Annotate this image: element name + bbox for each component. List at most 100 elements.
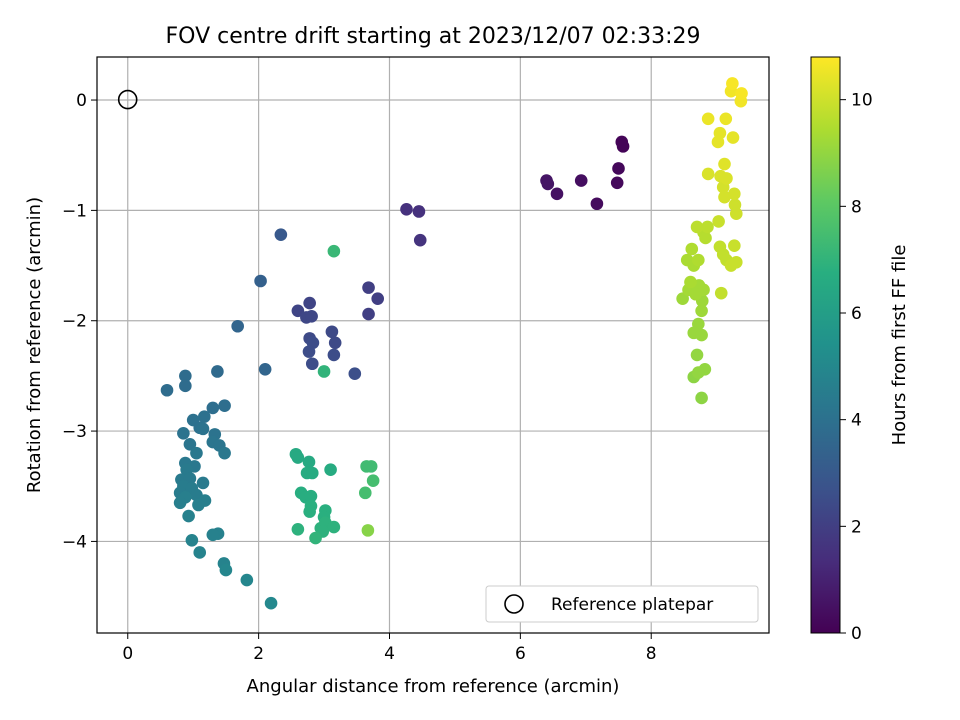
data-point: [685, 242, 699, 256]
data-point: [695, 391, 708, 405]
data-point: [309, 531, 322, 545]
data-point: [196, 476, 210, 490]
colorbar-tick-label: 0: [851, 624, 862, 644]
data-point: [258, 362, 272, 376]
data-point: [317, 365, 331, 378]
data-point: [699, 231, 712, 245]
data-point: [324, 463, 337, 476]
data-point: [302, 345, 316, 358]
data-point: [190, 446, 203, 460]
data-point: [198, 410, 211, 424]
x-tick-label: 4: [384, 644, 395, 664]
data-point: [726, 77, 739, 90]
data-point: [701, 112, 715, 126]
data-point: [218, 446, 231, 460]
data-point: [231, 319, 244, 333]
data-point: [726, 131, 740, 144]
colorbar-tick-label: 6: [851, 304, 862, 324]
colorbar-label: Hours from first FF file: [889, 245, 910, 446]
data-point: [728, 187, 741, 201]
data-point: [179, 369, 192, 383]
data-point: [304, 489, 318, 503]
data-point: [303, 296, 316, 310]
legend-label-reference: Reference platepar: [551, 595, 713, 615]
colorbar: [810, 56, 841, 634]
data-point: [616, 140, 630, 153]
data-point: [327, 348, 341, 362]
data-point: [303, 505, 316, 518]
data-point: [362, 307, 375, 321]
data-point: [185, 534, 199, 547]
y-tick-label: 0: [76, 91, 87, 111]
data-point: [264, 596, 278, 610]
data-point: [689, 287, 703, 301]
data-point: [729, 207, 743, 220]
data-point: [364, 460, 378, 473]
data-point: [240, 573, 254, 587]
data-point: [177, 426, 190, 440]
data-point: [735, 87, 748, 100]
data-point: [701, 220, 714, 234]
data-point: [610, 176, 624, 190]
data-point: [692, 253, 705, 267]
data-point: [192, 498, 205, 512]
data-point: [724, 259, 738, 272]
data-point: [371, 292, 385, 305]
legend-box: [485, 585, 759, 623]
data-point: [348, 367, 362, 380]
legend: Reference platepar: [485, 585, 759, 623]
colorbar-tick-label: 2: [851, 517, 862, 537]
data-point: [574, 174, 588, 187]
data-point: [305, 466, 319, 480]
data-point: [291, 304, 305, 318]
data-point: [719, 112, 733, 126]
data-point: [701, 167, 715, 181]
x-axis-ticks: 0 2 4 6 8: [122, 633, 657, 664]
data-point: [550, 187, 564, 201]
data-point: [361, 524, 375, 537]
data-point: [183, 438, 197, 451]
data-point: [366, 474, 380, 488]
data-point: [695, 328, 708, 342]
y-tick-label: −4: [62, 532, 87, 552]
legend-marker-reference: [504, 594, 524, 614]
data-point: [219, 563, 233, 577]
data-point: [541, 177, 555, 191]
data-point: [302, 455, 316, 469]
data-point: [400, 202, 413, 216]
data-point: [305, 357, 319, 371]
colorbar-tick-label: 8: [851, 197, 862, 217]
colorbar-ticks: 0 2 4 6 8 10: [840, 91, 873, 644]
data-point: [328, 336, 342, 350]
data-point: [676, 292, 689, 305]
data-point: [325, 325, 339, 339]
data-point: [714, 286, 728, 300]
data-point: [590, 197, 604, 211]
y-axis-label: Rotation from reference (arcmin): [24, 197, 45, 493]
colorbar-tick-label: 10: [851, 91, 873, 111]
data-point: [690, 220, 704, 234]
data-point: [711, 135, 725, 149]
data-point: [413, 233, 427, 247]
x-tick-label: 2: [253, 644, 264, 664]
x-tick-label: 8: [646, 644, 657, 664]
data-point: [720, 172, 733, 185]
grid: [97, 57, 769, 633]
plot-area-frame: [96, 56, 770, 634]
data-point: [728, 239, 741, 252]
y-tick-label: −1: [62, 201, 87, 221]
data-point: [291, 451, 305, 464]
data-point: [684, 275, 697, 289]
data-points: [160, 77, 748, 610]
data-point: [179, 379, 192, 393]
data-point: [274, 228, 288, 241]
data-point: [690, 348, 704, 362]
data-point: [718, 190, 731, 204]
data-point: [412, 205, 426, 218]
x-tick-label: 0: [122, 644, 133, 664]
data-point: [327, 520, 341, 534]
data-point: [362, 281, 375, 294]
y-tick-label: −3: [62, 422, 87, 442]
x-axis-label: Angular distance from reference (arcmin): [247, 676, 620, 697]
